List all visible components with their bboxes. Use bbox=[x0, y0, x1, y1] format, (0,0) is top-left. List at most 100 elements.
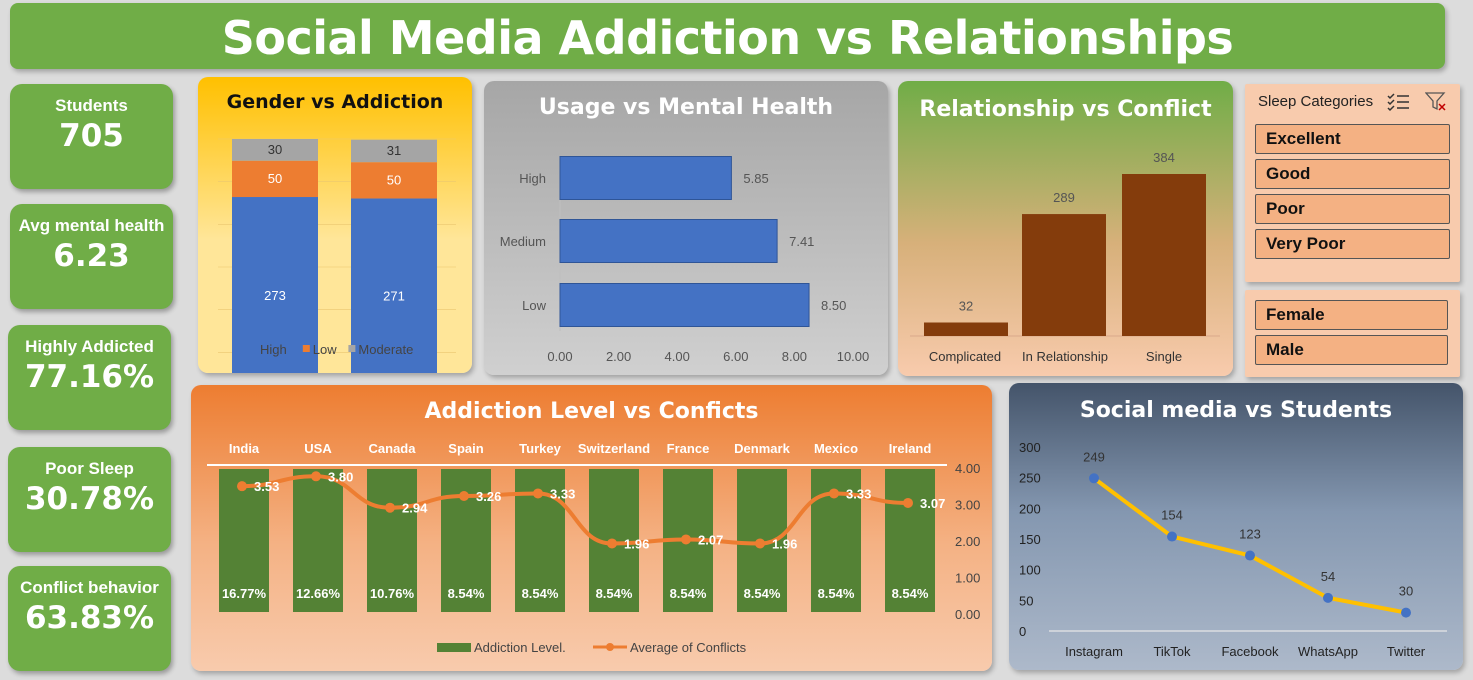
category-label: Switzerland bbox=[578, 441, 650, 456]
kpi-label: Poor Sleep bbox=[45, 459, 134, 478]
series-line-conflicts bbox=[241, 474, 909, 546]
slicer-item-male[interactable]: Male bbox=[1255, 335, 1448, 365]
data-label: 123 bbox=[1239, 527, 1261, 542]
line-point bbox=[1167, 531, 1177, 542]
data-label: 289 bbox=[1053, 190, 1075, 205]
bar-segment-high bbox=[351, 198, 437, 373]
kpi-label: Highly Addicted bbox=[25, 337, 154, 356]
bar-segment-low bbox=[232, 160, 318, 198]
bar-data-label: 8.54% bbox=[892, 586, 929, 601]
dashboard-title-bar: Social Media Addiction vs Relationships bbox=[10, 3, 1445, 69]
legend-label: Low bbox=[313, 342, 337, 357]
bar bbox=[293, 469, 343, 612]
bar bbox=[559, 283, 810, 327]
slicer-item-excellent[interactable]: Excellent bbox=[1255, 124, 1450, 154]
data-label: 5.85 bbox=[743, 171, 768, 186]
chart-title: Addiction Level vs Conficts bbox=[424, 399, 759, 424]
bar-data-label: 8.54% bbox=[670, 586, 707, 601]
tick-label: 0.00 bbox=[955, 607, 980, 622]
category-label: Ireland bbox=[889, 441, 932, 456]
line-data-label: 3.33 bbox=[550, 486, 575, 501]
bar-segment-moderate bbox=[351, 139, 437, 163]
conflicts-chart-svg: 4.00 3.00 2.00 1.00 0.00 India 16.77% USA 12.66%… bbox=[207, 441, 980, 655]
category-label: In Relationship bbox=[1022, 349, 1108, 364]
line-point bbox=[607, 538, 617, 549]
line-data-label: 3.26 bbox=[476, 489, 501, 504]
bar-data-label: 12.66% bbox=[296, 586, 341, 601]
tick-label: 4.00 bbox=[955, 461, 980, 476]
tick-label: 10.00 bbox=[837, 349, 870, 364]
line-point bbox=[237, 481, 247, 492]
kpi-label: Students bbox=[55, 96, 128, 115]
line-data-label: 2.07 bbox=[698, 532, 723, 547]
line-point bbox=[533, 488, 543, 499]
bar-data-label: 10.76% bbox=[370, 586, 415, 601]
data-label: 249 bbox=[1083, 449, 1105, 464]
line-point bbox=[311, 471, 321, 482]
category-label: Twitter bbox=[1387, 644, 1426, 659]
usage-chart-svg: High 5.85 Medium 7.41 Low 8.50 0.00 2.00 4.00 6.0… bbox=[500, 156, 870, 364]
tick-label: 150 bbox=[1019, 532, 1041, 547]
chart-title: Relationship vs Conflict bbox=[919, 97, 1212, 122]
bar-data-label: 8.54% bbox=[448, 586, 485, 601]
tick-label: 200 bbox=[1019, 501, 1041, 516]
kpi-highly-addicted: Highly Addicted 77.16% bbox=[8, 325, 171, 430]
slicer-item-good[interactable]: Good bbox=[1255, 159, 1450, 189]
line-data-label: 3.07 bbox=[920, 496, 945, 511]
kpi-conflict-behavior: Conflict behavior 63.83% bbox=[8, 566, 171, 671]
chart-title: Gender vs Addiction bbox=[226, 91, 444, 113]
bar bbox=[885, 469, 935, 612]
kpi-avg-mental-health: Avg mental health 6.23 bbox=[10, 204, 173, 309]
bar bbox=[1122, 174, 1206, 336]
data-label: 384 bbox=[1153, 150, 1175, 165]
social-chart-panel: Social media vs Students 300 250 200 150 100… bbox=[1009, 383, 1463, 670]
line-data-label: 3.53 bbox=[254, 479, 279, 494]
clear-filter-icon[interactable] bbox=[1425, 91, 1447, 111]
category-label: Single bbox=[1146, 349, 1182, 364]
sleep-categories-slicer: Sleep Categories Excellent Good Poor Ver… bbox=[1245, 84, 1460, 282]
multi-select-icon[interactable] bbox=[1387, 92, 1411, 112]
category-label: Turkey bbox=[519, 441, 561, 456]
kpi-value: 77.16% bbox=[24, 359, 155, 395]
legend-label: Addiction Level. bbox=[474, 640, 566, 655]
line-point bbox=[1245, 550, 1255, 561]
tick-label: 300 bbox=[1019, 440, 1041, 455]
data-label: 8.50 bbox=[821, 298, 846, 313]
data-label: 7.41 bbox=[789, 234, 814, 249]
line-point bbox=[459, 491, 469, 502]
slicer-item-poor[interactable]: Poor bbox=[1255, 194, 1450, 224]
conflicts-chart-panel: Addiction Level vs Conficts 4.00 3.00 2.00… bbox=[191, 385, 992, 671]
legend-label: Average of Conflicts bbox=[630, 640, 747, 655]
tick-label: 3.00 bbox=[955, 498, 980, 513]
line-data-label: 3.80 bbox=[328, 469, 353, 484]
data-label: 30 bbox=[268, 142, 282, 157]
line-point bbox=[385, 502, 395, 513]
category-label: High bbox=[519, 171, 546, 186]
dashboard-title: Social Media Addiction vs Relationships bbox=[221, 11, 1234, 65]
slicer-header: Sleep Categories bbox=[1258, 93, 1374, 110]
tick-label: 0 bbox=[1019, 624, 1026, 639]
legend-label: High bbox=[260, 342, 287, 357]
data-label: 50 bbox=[268, 171, 282, 186]
kpi-value: 63.83% bbox=[24, 600, 155, 636]
bar bbox=[924, 322, 1008, 336]
category-label: Denmark bbox=[734, 441, 790, 456]
bar bbox=[559, 156, 732, 200]
slicer-item-very-poor[interactable]: Very Poor bbox=[1255, 229, 1450, 259]
line-point bbox=[1323, 592, 1333, 603]
data-label: 32 bbox=[959, 299, 973, 314]
legend-swatch bbox=[250, 345, 257, 352]
bar-segment-moderate bbox=[232, 139, 318, 161]
bar-segment-low bbox=[351, 162, 437, 199]
line-point bbox=[903, 497, 913, 508]
line-data-label: 1.96 bbox=[624, 536, 649, 551]
gender-slicer: Female Male bbox=[1245, 290, 1460, 377]
category-label: France bbox=[667, 441, 710, 456]
slicer-item-female[interactable]: Female bbox=[1255, 300, 1448, 330]
data-label: 31 bbox=[387, 143, 401, 158]
kpi-value: 30.78% bbox=[24, 481, 155, 517]
category-label: Facebook bbox=[1221, 644, 1279, 659]
legend-swatch bbox=[302, 345, 310, 352]
bar bbox=[367, 469, 417, 612]
line-data-label: 3.33 bbox=[846, 486, 871, 501]
